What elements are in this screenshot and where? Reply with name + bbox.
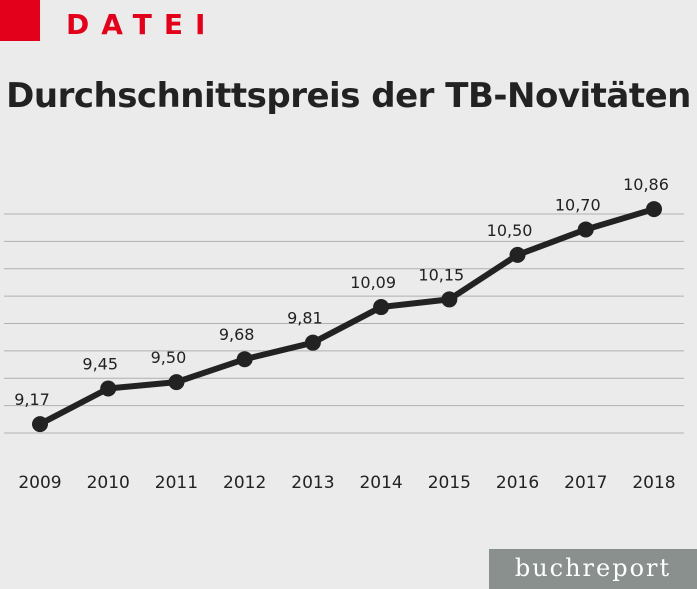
data-label-2017: 10,70 bbox=[555, 195, 601, 214]
x-tick-2009: 2009 bbox=[18, 473, 61, 493]
chart-title: Durchschnittspreis der TB-Novitäten bbox=[6, 76, 691, 116]
data-point-2012 bbox=[236, 351, 253, 368]
brand-red-square bbox=[0, 0, 40, 41]
data-label-2009: 9,17 bbox=[14, 390, 50, 409]
data-label-2015: 10,15 bbox=[418, 265, 464, 284]
x-tick-2016: 2016 bbox=[496, 473, 539, 493]
x-tick-2011: 2011 bbox=[155, 473, 198, 493]
data-labels: 9,17 9,45 9,50 9,68 9,81 10,09 10,15 10,50 10,70… bbox=[14, 175, 669, 409]
data-point-2011 bbox=[168, 374, 185, 391]
brand-label: DATEI bbox=[66, 8, 218, 41]
data-label-2011: 9,50 bbox=[151, 348, 187, 367]
data-point-2015 bbox=[441, 291, 458, 308]
data-label-2012: 9,68 bbox=[219, 325, 255, 344]
x-tick-2013: 2013 bbox=[291, 473, 334, 493]
x-tick-2017: 2017 bbox=[564, 473, 607, 493]
data-point-2016 bbox=[509, 246, 526, 263]
footer-badge: buchreport bbox=[489, 549, 697, 589]
x-tick-2012: 2012 bbox=[223, 473, 266, 493]
data-label-2010: 9,45 bbox=[82, 354, 118, 373]
data-point-2018 bbox=[646, 201, 662, 218]
x-tick-2015: 2015 bbox=[428, 473, 471, 493]
data-label-2016: 10,50 bbox=[487, 221, 533, 240]
data-point-2014 bbox=[373, 299, 390, 316]
x-tick-2018: 2018 bbox=[632, 473, 675, 493]
data-label-2014: 10,09 bbox=[350, 273, 396, 292]
data-point-2010 bbox=[100, 380, 117, 397]
data-label-2018: 10,86 bbox=[623, 175, 669, 194]
data-point-2013 bbox=[304, 334, 321, 351]
footer-label: buchreport bbox=[514, 554, 672, 582]
x-tick-labels: 2009 2010 2011 2012 2013 2014 2015 2016 2017 2018 bbox=[18, 473, 675, 493]
data-point-2009 bbox=[32, 416, 48, 433]
data-points bbox=[32, 201, 662, 433]
data-point-2017 bbox=[577, 221, 594, 238]
x-tick-2014: 2014 bbox=[359, 473, 402, 493]
x-tick-2010: 2010 bbox=[87, 473, 130, 493]
series-line bbox=[37, 206, 657, 428]
series-line-group bbox=[37, 206, 657, 428]
data-label-2013: 9,81 bbox=[287, 309, 323, 328]
